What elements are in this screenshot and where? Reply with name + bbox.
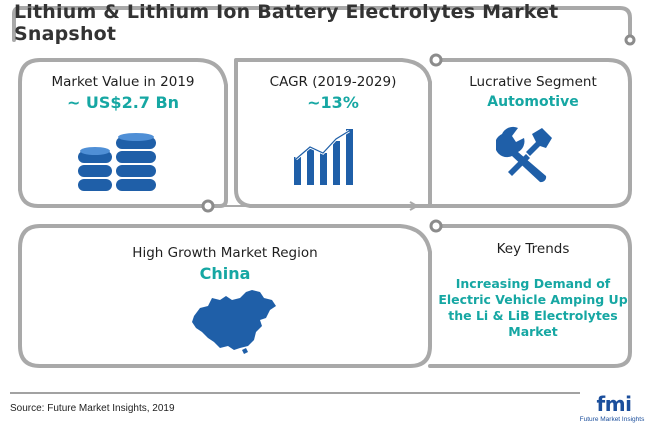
cagr-label: CAGR (2019-2029) (269, 74, 397, 90)
trends-label: Key Trends (496, 241, 570, 257)
trend-line: Market (508, 324, 558, 339)
trend-line: Electric Vehicle Amping Up (438, 292, 628, 307)
region-value: China (199, 264, 251, 283)
title-container: Lithium & Lithium Ion Battery Electrolyt… (14, 1, 634, 45)
region-label: High Growth Market Region (132, 245, 318, 261)
fmi-logo-tagline: Future Market Insights (579, 416, 645, 423)
trends-text: Increasing Demand of Electric Vehicle Am… (436, 276, 630, 340)
fmi-logo: fmi (596, 392, 632, 416)
segment-frame (428, 58, 632, 208)
source-text: Source: Future Market Insights, 2019 (10, 403, 175, 414)
segment-value: Automotive (487, 94, 579, 110)
connector-dot (624, 34, 636, 46)
growth-bar-chart-icon (294, 129, 353, 185)
page-title: Lithium & Lithium Ion Battery Electrolyt… (14, 1, 559, 45)
connector-dot (429, 219, 443, 233)
connector-dot (429, 53, 443, 67)
segment-label: Lucrative Segment (469, 74, 597, 90)
market-value-value: ~ US$2.7 Bn (66, 93, 180, 112)
arrow-head (409, 201, 420, 211)
title-bracket (12, 6, 632, 42)
trend-line: the Li & LiB Electrolytes (448, 308, 618, 323)
wrench-icon (496, 126, 552, 183)
trend-line: Increasing Demand of (455, 276, 611, 291)
connector-dot (201, 199, 215, 213)
china-map-icon (192, 290, 276, 354)
cagr-value: ~13% (307, 93, 359, 112)
database-coins-icon (78, 133, 156, 191)
region-frame (18, 224, 432, 368)
market-value-label: Market Value in 2019 (51, 74, 195, 90)
trends-frame (428, 224, 632, 368)
